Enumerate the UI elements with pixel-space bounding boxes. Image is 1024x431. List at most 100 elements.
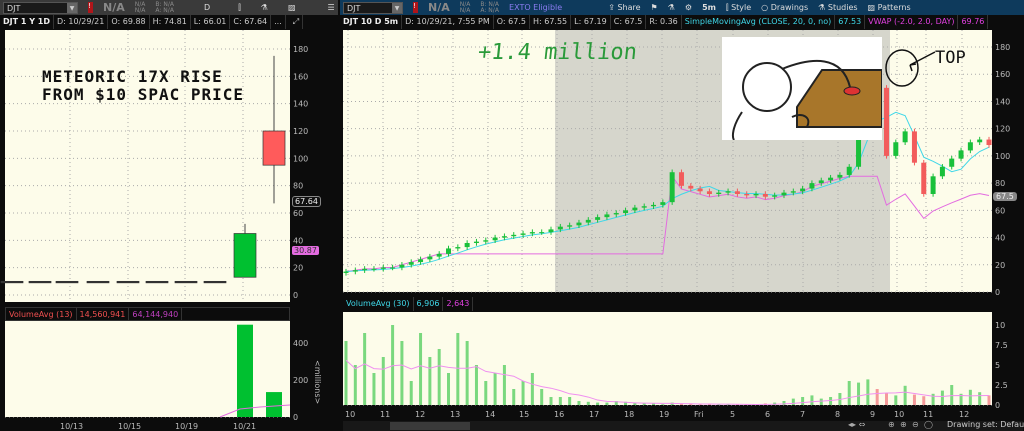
gear-icon[interactable]: ⚙ <box>684 3 693 12</box>
price-tick: 40 <box>293 236 303 245</box>
volume-bar <box>940 390 944 405</box>
share-icon: ⇪ <box>608 3 615 12</box>
candle <box>116 280 140 284</box>
annotation-top: TOP <box>935 48 966 68</box>
alert-icon[interactable]: ! <box>413 2 418 13</box>
last-price-badge: 67.64 <box>292 196 321 207</box>
volume-bar <box>381 357 385 405</box>
annotation-million: +1.4 million <box>476 40 639 65</box>
candle <box>986 139 992 145</box>
volume-bar <box>661 404 665 405</box>
candle-style-icon[interactable]: ⫿ <box>238 2 241 12</box>
candle <box>233 233 257 278</box>
sma-label[interactable]: SimpleMovingAvg (CLOSE, 20, 0, no) <box>682 15 836 29</box>
candle <box>846 166 852 175</box>
candle <box>613 213 619 215</box>
volume-bar <box>400 341 404 405</box>
candle <box>446 248 452 254</box>
x-tick: 11 <box>923 410 933 419</box>
change-values: N/A N/A <box>134 0 146 14</box>
info-high: H: 74.81 <box>150 15 191 29</box>
candle <box>567 225 573 227</box>
info-close: C: 67.5 <box>611 15 647 29</box>
crosshair-icon[interactable]: ⊕ <box>888 420 895 429</box>
left-toolbar: DJT ▼ ! N/A N/A N/A B: N/A A: N/A D ⫿ ⚗ ▨ ☰ <box>0 0 338 15</box>
period-button[interactable]: D <box>204 3 211 12</box>
symbol-input[interactable]: DJT ▼ <box>343 1 403 14</box>
horizontal-scrollbar[interactable] <box>390 422 470 430</box>
chevron-down-icon[interactable]: ▼ <box>67 2 77 13</box>
flask-icon[interactable]: ⚗ <box>667 3 675 12</box>
x-tick: 9 <box>870 410 875 419</box>
chart-label: DJT 1 Y 1D <box>0 15 54 29</box>
patterns-icon[interactable]: ▨ <box>287 3 296 12</box>
volume-bar <box>577 401 581 405</box>
x-tick: 10 <box>345 410 355 419</box>
sma-value: 67.53 <box>835 15 866 29</box>
exto-eligible-link[interactable]: EXTO Eligible <box>509 3 563 12</box>
vwap-label[interactable]: VWAP (-2.0, 2.0, DAY) <box>865 15 959 29</box>
price-tick: 0 <box>995 288 1000 297</box>
price-tick: 140 <box>995 97 1010 106</box>
drawing-icon[interactable]: ◯ <box>924 420 933 429</box>
alert-icon[interactable]: ! <box>88 2 93 13</box>
share-button[interactable]: ⇪ Share <box>608 3 641 12</box>
bid-ask: B: N/A A: N/A <box>155 0 175 14</box>
candle <box>706 191 712 194</box>
studies-flask-icon[interactable]: ⚗ <box>260 3 268 12</box>
patterns-button[interactable]: ▨ Patterns <box>867 3 911 12</box>
flask-icon: ⚗ <box>818 3 826 12</box>
candle <box>408 262 414 265</box>
pan-icon[interactable]: ◂▸ ⇔ <box>848 420 866 429</box>
candle <box>595 217 601 220</box>
zoom-out-icon[interactable]: ⊖ <box>912 420 919 429</box>
price-tick: 140 <box>293 100 308 109</box>
period-button[interactable]: 5m <box>702 3 716 12</box>
candle <box>557 226 563 230</box>
volume-bar <box>447 373 451 405</box>
zoom-in-icon[interactable]: ⊕ <box>900 420 907 429</box>
x-tick: 15 <box>519 410 529 419</box>
candle <box>262 130 286 166</box>
candle <box>967 142 973 151</box>
cartoon-button-press-image <box>722 37 882 140</box>
candle <box>716 192 722 194</box>
candle-icon: ⫿ <box>725 2 729 12</box>
volume-tick: 10 <box>995 321 1005 330</box>
candle <box>585 219 591 223</box>
price-tick: 180 <box>995 43 1010 52</box>
volume-bar <box>698 404 702 405</box>
candle <box>734 191 740 194</box>
volume-tick: 0 <box>293 413 298 422</box>
candle <box>856 115 862 167</box>
info-more[interactable]: ... <box>271 15 286 29</box>
x-tick: 17 <box>589 410 599 419</box>
volume-tick: 7.5 <box>995 341 1008 350</box>
menu-icon[interactable]: ☰ <box>327 3 335 12</box>
flag-icon[interactable]: ⚑ <box>650 3 658 12</box>
symbol-input[interactable]: DJT ▼ <box>3 1 78 14</box>
drawings-button[interactable]: ○ Drawings <box>761 3 809 12</box>
studies-button[interactable]: ⚗ Studies <box>818 3 858 12</box>
price-tick: 160 <box>293 72 308 81</box>
x-tick: 10/21 <box>233 422 256 431</box>
info-open: O: 67.5 <box>494 15 530 29</box>
volume-bar <box>903 385 907 405</box>
change-values: N/A N/A <box>459 0 471 14</box>
volume-bar <box>652 403 656 405</box>
volume-bar <box>931 393 935 405</box>
candle <box>343 271 349 273</box>
volume-bar <box>391 325 395 405</box>
volume-bar <box>922 396 926 405</box>
volume-bar <box>540 389 544 405</box>
x-tick: 10/13 <box>60 422 83 431</box>
volume-bar <box>950 385 954 405</box>
candle <box>790 191 796 193</box>
expand-icon[interactable]: ⤢ <box>290 15 304 29</box>
style-button[interactable]: ⫿ Style <box>725 2 752 12</box>
drawing-set-status[interactable]: Drawing set: Defau <box>947 420 1024 429</box>
candle <box>921 162 927 194</box>
chevron-down-icon[interactable]: ▼ <box>392 2 402 13</box>
volume-tick: 5 <box>995 361 1000 370</box>
